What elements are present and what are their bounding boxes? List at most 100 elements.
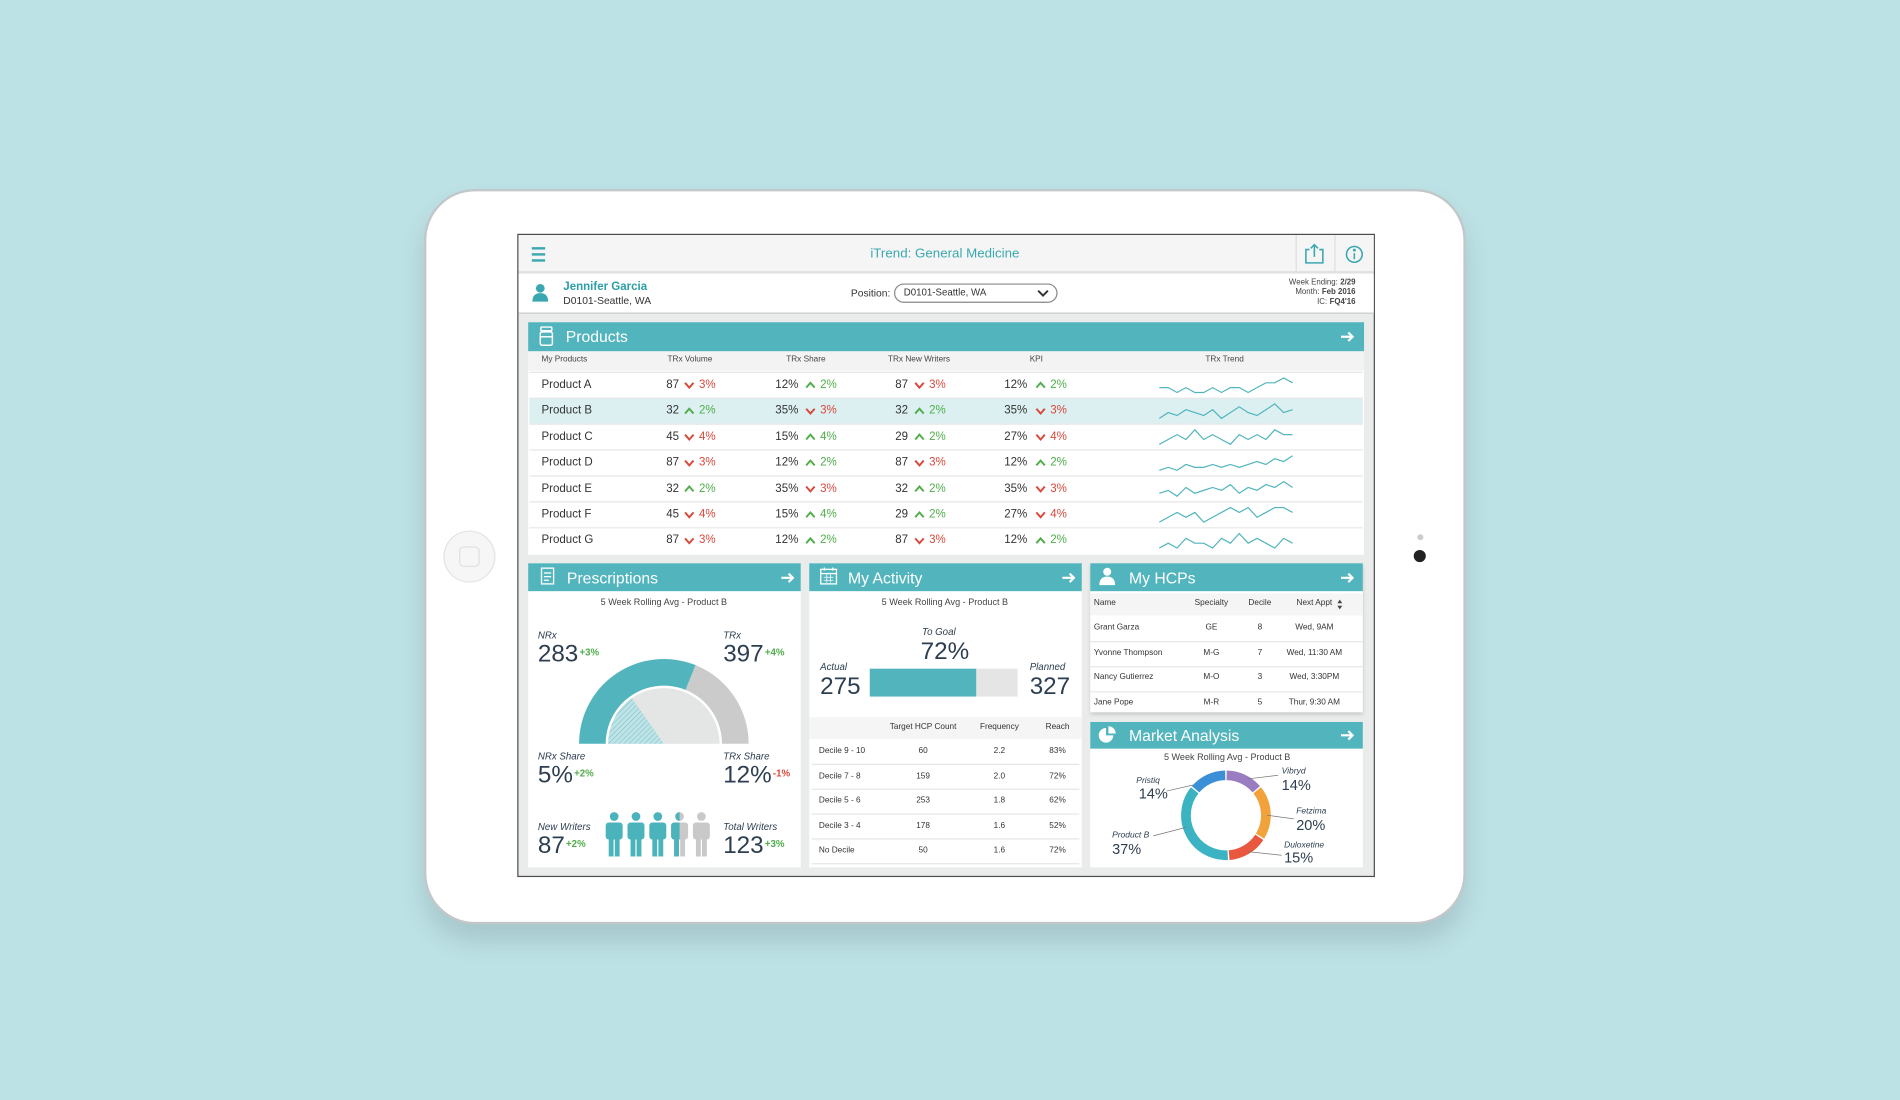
sparkline [1159,455,1293,471]
segment-value: 14% [1281,776,1311,794]
cell-value: 87 [666,456,680,470]
panel-header[interactable] [809,563,1082,592]
table-cell: 178 [916,821,930,830]
product-name: Product D [541,456,593,470]
position-select[interactable] [894,283,1058,303]
open-arrow[interactable] [781,331,1355,741]
metric: 397 +4% [723,642,784,666]
progress-bar [869,668,977,697]
column-header: Specialty [1194,599,1229,608]
head [697,812,706,821]
change-arrow [805,485,816,493]
segment-value: 37% [1112,840,1142,858]
metric-label: New Writers [537,821,591,833]
actual-label: Actual [820,661,848,673]
table-cell: Decile 5 - 6 [818,796,861,806]
home-button[interactable] [443,530,496,583]
table-cell: 52% [1049,821,1066,830]
cell-change: 4% [698,430,716,444]
panel-header[interactable] [528,322,1365,352]
panel-title: Market Analysis [1129,726,1240,745]
cell-value: 29 [895,507,909,522]
table-cell: Thur, 9:30 AM [1288,698,1341,708]
cell-change: 3% [820,404,837,418]
bottle-icon [539,326,554,346]
info-icon[interactable] [1345,245,1364,264]
leg [630,835,636,857]
cell-change: 3% [1050,404,1067,418]
donut-segment [1228,834,1264,860]
column-header-band [809,717,1082,739]
head [609,812,619,821]
period-label: Month: [1295,288,1320,297]
change-arrow [914,407,925,415]
change-arrow [805,433,816,441]
cell-change: 2% [929,481,946,496]
cell-value: 32 [666,404,680,418]
table-cell: 8 [1257,623,1263,632]
planned-value: 327 [1029,673,1071,701]
user-location: D0101-Seattle, WA [563,294,652,307]
table-cell: 50 [918,846,928,855]
metric-change: +4% [764,646,785,658]
cell-value: 35% [775,404,799,418]
column-header: My Products [541,355,588,365]
table-cell: 1.8 [993,796,1006,806]
metric-value: 5% [537,761,573,789]
cell-value: 29 [895,430,909,444]
table-cell: 62% [1049,796,1066,806]
panel-title: Prescriptions [566,568,658,587]
change-arrow [805,510,816,518]
cell-value: 27% [1004,430,1028,444]
panel-subtitle: 5 Week Rolling Avg - Product B [1163,751,1291,763]
table-cell: M-G [1203,648,1220,657]
metric-label: NRx Share [537,751,586,762]
leader-line [1247,851,1282,856]
column-header: Name [1093,599,1116,608]
table-cell: Nancy Gutierrez [1093,673,1154,683]
metric-value: 12% [723,761,772,789]
share-icon[interactable] [1305,243,1324,264]
home-button-inner [459,546,480,567]
metric: 123 +3% [723,833,784,857]
panel-subtitle: 5 Week Rolling Avg - Product B [881,596,1009,608]
change-arrow [914,510,925,518]
table-cell: 3 [1257,673,1263,683]
period-line: IC: FQ4'16 [1317,297,1356,307]
product-name: Product G [541,533,594,548]
cell-value: 87 [895,456,909,470]
period-value: FQ4'16 [1329,297,1356,307]
panel-title: My Activity [847,568,923,587]
gauge-rest [685,665,749,744]
cell-value: 12% [1004,378,1028,392]
writer-icon [649,812,667,857]
cell-change: 2% [820,533,837,548]
cell-value: 12% [1004,533,1028,548]
table-cell: 60 [918,746,928,756]
column-header-band [528,351,1365,371]
cell-change: 3% [698,533,716,548]
table-cell: 5 [1257,698,1263,708]
cell-change: 4% [698,507,716,522]
segment-name: Duloxetine [1284,841,1325,850]
sparkline [1159,428,1293,446]
sort-icon[interactable] [1337,599,1343,610]
position-value: D0101-Seattle, WA [903,287,987,299]
panel-header[interactable] [528,563,801,592]
cell-value: 12% [775,456,799,470]
table-cell: 253 [916,796,930,806]
metric-label: TRx Share [723,751,770,762]
table-cell: 2.0 [993,771,1006,781]
user-name: Jennifer Garcia [563,280,648,294]
menu-icon[interactable] [531,247,546,262]
position-label: Position: [850,286,891,299]
cell-value: 87 [895,533,909,548]
panel-header[interactable] [1090,563,1363,592]
table-cell: Grant Garza [1093,623,1140,632]
cell-change: 4% [820,430,837,444]
metric: 12% -1% [723,763,790,787]
cell-change: 3% [698,378,716,392]
panel-header[interactable] [1090,721,1363,749]
cell-change: 2% [698,404,716,418]
metric-change: +3% [579,646,600,658]
